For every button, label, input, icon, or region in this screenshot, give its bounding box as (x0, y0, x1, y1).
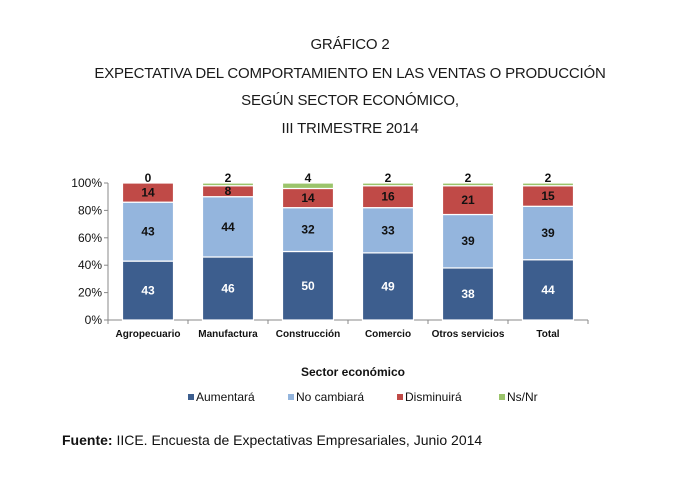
x-category-label: Otros servicios (432, 329, 505, 340)
y-tick-label: 40% (78, 258, 102, 272)
bar-segment (121, 260, 175, 321)
legend-label: No cambiará (296, 390, 364, 404)
bar-value-label: 44 (541, 283, 555, 297)
y-tick-label: 20% (78, 286, 102, 300)
chart-title-line-1: GRÁFICO 2 (310, 36, 390, 53)
x-axis-title: Sector económico (301, 365, 405, 379)
bar-value-label: 2 (225, 171, 232, 185)
legend-swatch (499, 394, 505, 400)
bar-value-label: 39 (461, 234, 475, 248)
bar-value-label: 0 (145, 171, 152, 185)
x-category-label: Agropecuario (115, 329, 180, 340)
bar-value-label: 38 (461, 287, 475, 301)
x-category-label: Construcción (276, 329, 340, 340)
bar-value-label: 8 (225, 184, 232, 198)
bar-value-label: 49 (381, 279, 395, 293)
bar-segment (521, 205, 575, 261)
bar-segment (201, 182, 255, 187)
bar-value-label: 2 (545, 171, 552, 185)
bar-value-label: 2 (465, 171, 472, 185)
source-note: Fuente: IICE. Encuesta de Expectativas E… (62, 432, 482, 448)
bar-value-label: 14 (141, 186, 155, 200)
bar-value-label: 50 (301, 279, 315, 293)
bar-segment (361, 182, 415, 187)
x-category-label: Comercio (365, 329, 411, 340)
legend-swatch (288, 394, 294, 400)
y-tick-label: 80% (78, 203, 102, 217)
bar-value-label: 43 (141, 284, 155, 298)
y-tick-label: 100% (71, 176, 102, 190)
bar-segment (201, 256, 255, 321)
bar-segment (521, 259, 575, 321)
legend-label: Aumentará (196, 390, 255, 404)
chart-title-line-2: EXPECTATIVA DEL COMPORTAMIENTO EN LAS VE… (94, 65, 606, 82)
x-category-label: Manufactura (198, 329, 258, 340)
y-tick-label: 60% (78, 231, 102, 245)
chart-title-line-4: III TRIMESTRE 2014 (281, 120, 419, 137)
y-tick-label: 0% (85, 313, 103, 327)
bar-segment (281, 182, 335, 190)
bar-segment (281, 207, 335, 253)
legend-label: Disminuirá (405, 390, 462, 404)
chart-title-line-3: SEGÚN SECTOR ECONÓMICO, (241, 92, 459, 109)
bar-value-label: 46 (221, 281, 235, 295)
bar-segment (441, 182, 495, 187)
legend-swatch (397, 394, 403, 400)
bar-segment (361, 207, 415, 254)
bar-value-label: 2 (385, 171, 392, 185)
source-label: Fuente: (62, 432, 113, 448)
legend-label: Ns/Nr (507, 390, 538, 404)
bar-segment (441, 185, 495, 216)
legend-swatch (188, 394, 194, 400)
bar-value-label: 4 (305, 171, 312, 185)
bar-value-label: 15 (541, 189, 555, 203)
bar-value-label: 32 (301, 223, 315, 237)
bar-segment (201, 196, 255, 258)
bar-value-label: 44 (221, 220, 235, 234)
bar-segment (121, 201, 175, 262)
bar-segment (521, 182, 575, 187)
bar-value-label: 43 (141, 225, 155, 239)
x-category-label: Total (536, 329, 559, 340)
bar-segment (361, 252, 415, 321)
bar-value-label: 14 (301, 191, 315, 205)
source-text: IICE. Encuesta de Expectativas Empresari… (112, 432, 483, 448)
bar-segment (441, 267, 495, 321)
bar-value-label: 21 (461, 193, 475, 207)
bar-value-label: 33 (381, 223, 395, 237)
bar-segment (441, 213, 495, 269)
bar-value-label: 39 (541, 226, 555, 240)
bar-value-label: 16 (381, 190, 395, 204)
bar-segment (121, 182, 175, 203)
